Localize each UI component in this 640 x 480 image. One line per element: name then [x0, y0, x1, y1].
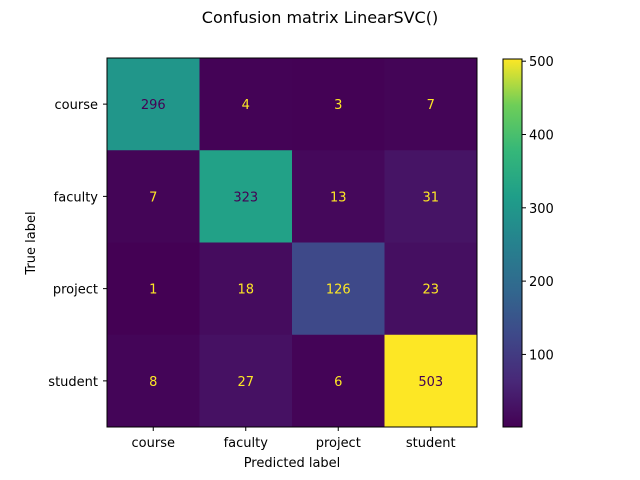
cell-value-label: 23	[422, 283, 439, 298]
colorbar-tick-label: 300	[529, 202, 554, 217]
heatmap-cell	[199, 58, 293, 151]
y-tick-label: project	[53, 283, 98, 298]
cell-value-label: 1	[149, 283, 157, 298]
heatmap-cell	[107, 58, 200, 151]
heatmap-cell	[107, 334, 200, 428]
heatmap-cell	[199, 150, 293, 243]
cell-value-label: 7	[149, 190, 157, 205]
colorbar-tick-label: 400	[529, 129, 554, 144]
heatmap-cell	[384, 242, 478, 336]
heatmap-cell-labels: 296 4 3 7 7 323 13 31 1 18 126 23 8 27 6 503	[141, 98, 443, 390]
y-tick-label: faculty	[54, 190, 99, 205]
cell-value-label: 323	[233, 190, 258, 205]
heatmap-cell	[199, 242, 293, 336]
x-tick-label: project	[316, 436, 361, 451]
heatmap-cells	[107, 58, 478, 428]
y-axis-label: True label	[24, 211, 39, 275]
heatmap-cell	[292, 58, 385, 151]
x-tick-label: faculty	[224, 436, 269, 451]
x-tick-label: student	[406, 436, 456, 451]
cell-value-label: 31	[422, 190, 439, 205]
cell-value-label: 7	[427, 98, 435, 113]
heatmap-cell	[292, 334, 385, 428]
cell-value-label: 4	[242, 98, 250, 113]
cell-value-label: 13	[330, 190, 347, 205]
heatmap-cell	[199, 334, 293, 428]
chart-title: Confusion matrix LinearSVC()	[202, 8, 438, 27]
cell-value-label: 296	[141, 98, 166, 113]
heatmap-cell	[384, 334, 478, 428]
heatmap-cell	[107, 150, 200, 243]
y-tick-label: course	[55, 98, 98, 113]
colorbar-ticks: 100 200 300 400 500	[522, 55, 554, 363]
cell-value-label: 27	[237, 375, 254, 390]
plot-frame	[106, 57, 478, 428]
cell-value-label: 8	[149, 375, 157, 390]
cell-value-label: 126	[326, 283, 351, 298]
heatmap-cell	[384, 58, 478, 151]
cell-value-label: 503	[418, 375, 443, 390]
colorbar-tick-label: 200	[529, 275, 554, 290]
cell-value-label: 18	[237, 283, 254, 298]
heatmap-cell	[292, 150, 385, 243]
colorbar	[502, 58, 523, 428]
heatmap-cell	[292, 242, 385, 336]
cell-value-label: 6	[334, 375, 342, 390]
x-tick-label: course	[132, 436, 175, 451]
x-axis-label: Predicted label	[244, 456, 341, 471]
heatmap-cell	[384, 150, 478, 243]
heatmap-cell	[107, 242, 200, 336]
colorbar-tick-label: 100	[529, 348, 554, 363]
cell-value-label: 3	[334, 98, 342, 113]
x-axis-ticks: course faculty project student	[132, 427, 456, 451]
y-tick-label: student	[48, 375, 98, 390]
y-axis-ticks: course faculty project student	[48, 98, 107, 390]
colorbar-tick-label: 500	[529, 55, 554, 70]
